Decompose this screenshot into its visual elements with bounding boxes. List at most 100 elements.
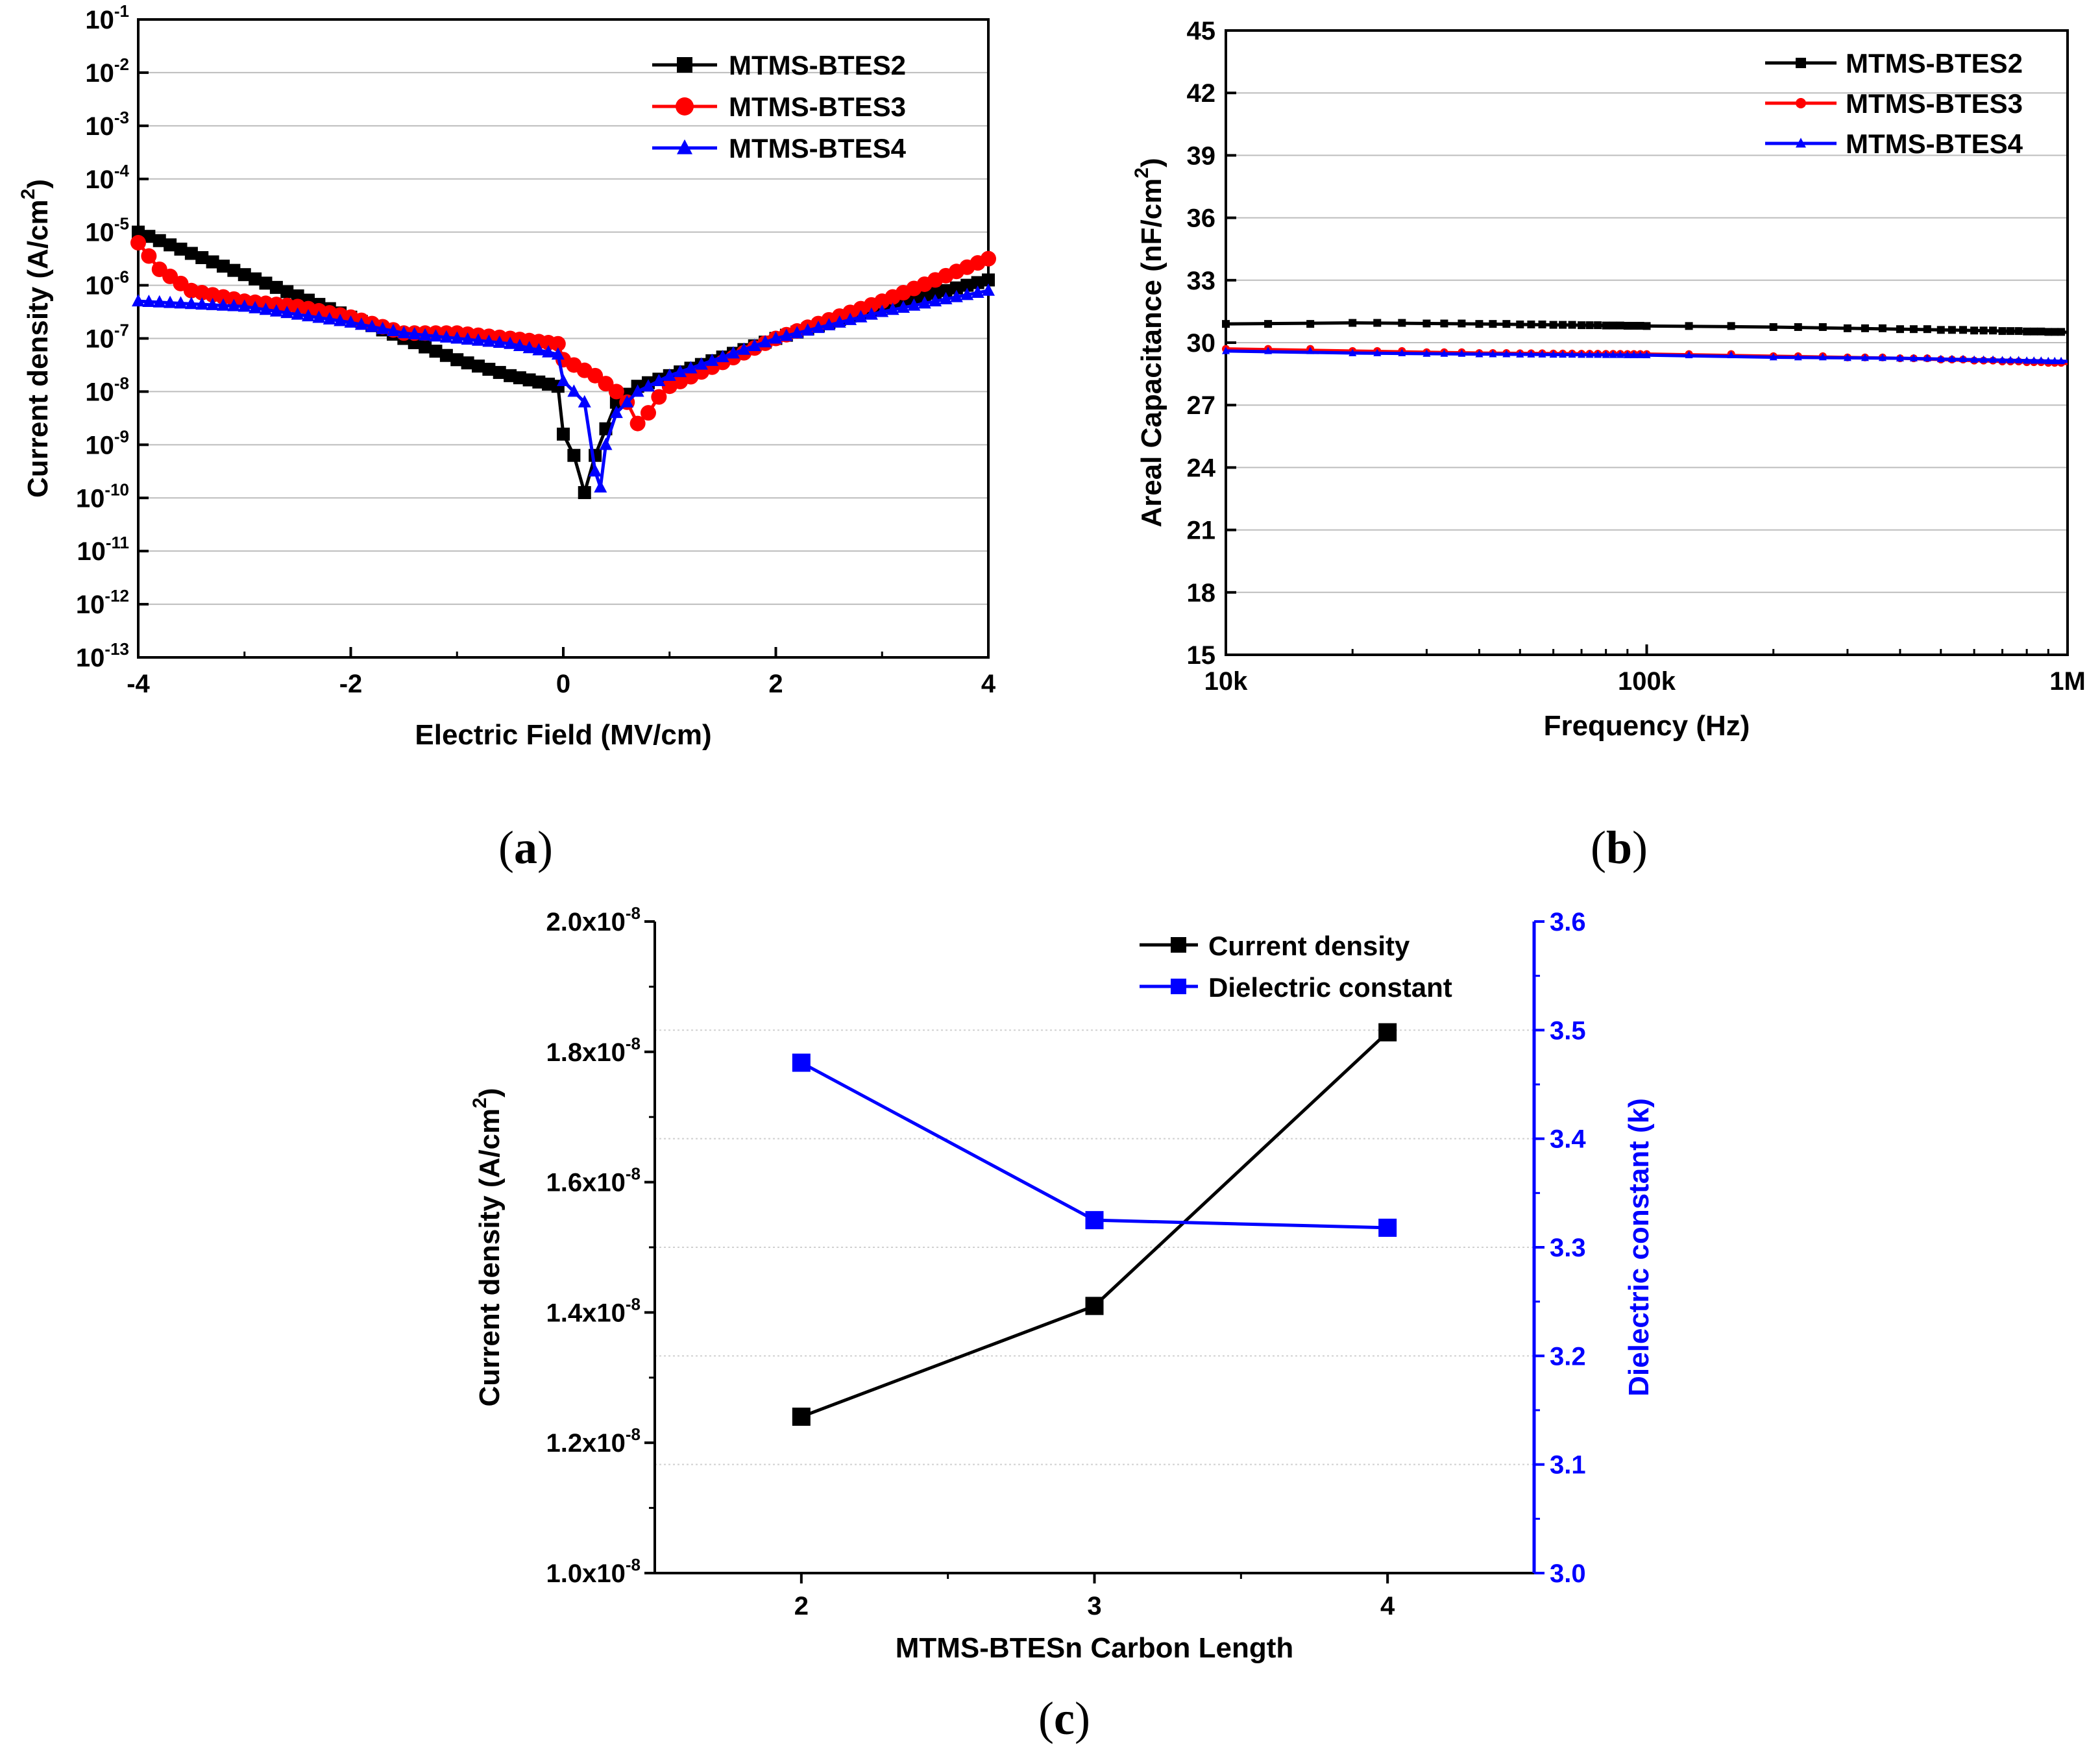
data-point: [1909, 354, 1918, 361]
panel-c-chart: 1.0x10-81.2x10-81.4x10-81.6x10-81.8x10-8…: [469, 903, 1655, 1664]
data-point: [1578, 350, 1586, 358]
data-point: [2007, 327, 2015, 336]
series-line: [800, 1061, 1388, 1230]
data-point: [1998, 327, 2007, 336]
data-point: [141, 248, 157, 264]
y-tick-label: 10-13: [76, 639, 129, 672]
data-point: [1636, 321, 1644, 330]
y-left-tick-label: 1.8x10-8: [546, 1034, 641, 1067]
data-point: [1568, 350, 1576, 358]
data-point: [674, 365, 687, 378]
data-point: [1923, 354, 1931, 361]
data-point: [2007, 356, 2015, 363]
data-point: [971, 276, 984, 289]
panel-b-chart: 15 18 21 24 27 30 33 36 39 42 45 10k 100k 1M Frequency…: [1131, 17, 2086, 742]
data-point: [522, 341, 536, 354]
data-point: [1959, 354, 1968, 363]
data-point: [1516, 320, 1524, 328]
data-point: [1685, 322, 1693, 330]
data-point: [1878, 324, 1886, 332]
data-point: [1896, 354, 1904, 361]
legend-label: Dielectric constant: [1208, 972, 1452, 1003]
caption-letter: b: [1606, 822, 1632, 874]
panel-a-chart: 10-1310-1210-1110-1010-910-810-710-610-5…: [18, 1, 996, 751]
data-point: [2014, 356, 2023, 363]
data-point: [1502, 350, 1511, 358]
data-point: [982, 273, 995, 287]
data-point: [651, 389, 667, 405]
legend-marker: [1796, 98, 1806, 108]
data-point: [1458, 349, 1466, 357]
data-point: [1527, 350, 1535, 358]
data-point: [1936, 354, 1945, 363]
data-point: [408, 326, 421, 339]
data-point: [532, 343, 546, 356]
data-point: [779, 328, 793, 341]
y-left-axis-label: Current density (A/cm2): [469, 1088, 506, 1407]
data-point: [684, 361, 698, 374]
data-point: [1502, 320, 1511, 328]
data-point: [354, 317, 368, 330]
y-left-tick-mant: 1.2x10: [546, 1429, 626, 1458]
data-point: [737, 342, 751, 355]
data-point: [365, 319, 379, 332]
data-point: [939, 284, 953, 297]
data-point: [1818, 323, 1827, 331]
data-point: [397, 326, 411, 339]
data-point: [567, 384, 581, 397]
data-point: [1594, 350, 1602, 358]
data-point: [472, 360, 485, 373]
x-tick-label: 2: [794, 1592, 809, 1620]
y-tick-exp: -6: [114, 267, 129, 287]
data-point: [249, 272, 262, 286]
data-point: [918, 289, 931, 302]
data-point: [1947, 326, 1956, 334]
data-point: [164, 295, 177, 308]
y-tick-base: 10: [77, 537, 106, 566]
y-tick-exp: -5: [114, 214, 129, 234]
data-point: [2023, 327, 2031, 336]
y-left-tick-mant: 1.4x10: [546, 1299, 626, 1327]
data-point: [2030, 327, 2038, 336]
data-point: [886, 302, 899, 315]
data-point: [217, 260, 230, 273]
data-point: [312, 310, 326, 323]
data-point: [429, 345, 443, 358]
data-point: [1398, 319, 1406, 327]
data-point: [981, 250, 996, 267]
data-point: [132, 225, 145, 239]
data-point: [929, 286, 942, 300]
data-point: [142, 294, 156, 307]
y-tick-label: 21: [1187, 517, 1216, 545]
data-point: [195, 250, 209, 264]
data-point: [1475, 350, 1483, 358]
data-point: [1594, 321, 1602, 330]
legend-marker: [676, 97, 694, 116]
data-point: [716, 350, 729, 363]
y-tick-label: 18: [1187, 579, 1216, 607]
data-point: [2044, 328, 2053, 336]
y-tick-label: 10-2: [85, 55, 129, 88]
data-point: [1373, 319, 1382, 327]
y-left-tick-label: 1.2x10-8: [546, 1424, 641, 1458]
data-point: [1727, 322, 1735, 330]
data-point: [1568, 321, 1576, 329]
caption-close-paren: ): [1632, 822, 1648, 874]
y-tick-label: 15: [1187, 641, 1216, 670]
data-point: [1085, 1297, 1104, 1315]
data-point: [551, 347, 565, 360]
series-line: [137, 241, 989, 426]
legend-marker: [1796, 138, 1806, 148]
y-tick-base: 10: [85, 165, 114, 194]
panel-captions: (a) (b)(c): [498, 822, 1648, 1744]
data-point: [2037, 356, 2045, 364]
data-point: [939, 291, 953, 304]
y-right-tick-label: 3.0: [1550, 1559, 1586, 1588]
y-tick-base: 10: [76, 591, 105, 619]
x-tick-label: 4: [981, 670, 996, 698]
data-point: [971, 286, 984, 299]
data-point: [1458, 319, 1466, 328]
y-axis-label: Areal Capacitance (nF/cm2): [1131, 158, 1167, 527]
x-tick-label: 0: [556, 670, 570, 698]
y-tick-exp: -2: [114, 55, 129, 74]
